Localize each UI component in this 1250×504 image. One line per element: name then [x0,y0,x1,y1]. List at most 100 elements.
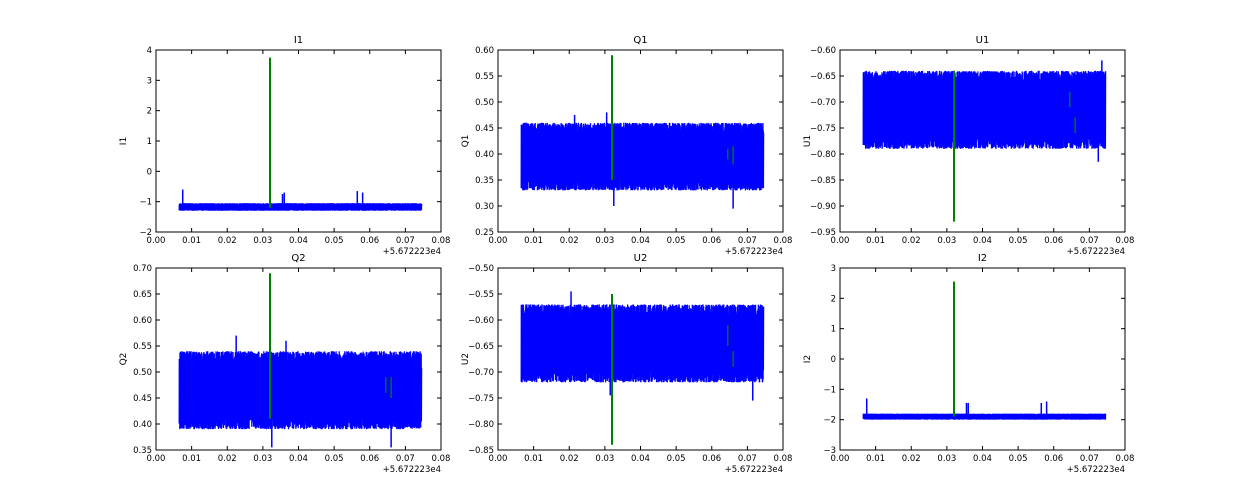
x-tick-label: 0.02 [218,454,237,464]
y-tick-label: 0.45 [133,394,152,404]
plot-area [156,50,441,232]
y-tick-label: −0.75 [810,124,836,134]
y-axis-label: I1 [119,137,129,145]
x-tick-label: 0.06 [1044,454,1063,464]
y-tick-label: −0.85 [810,176,836,186]
y-tick-label: −0.75 [468,394,494,404]
y-tick-label: 0.40 [133,420,152,430]
y-tick-label: −0.50 [468,264,494,274]
signal-band [179,204,422,210]
x-tick-label: 0.01 [866,236,885,246]
x-offset-label: +5.672223e4 [725,247,783,257]
x-tick-label: 0.02 [902,454,921,464]
x-tick-label: 0.08 [432,454,451,464]
y-tick-label: −3 [823,446,836,456]
y-tick-label: −0.65 [810,72,836,82]
y-tick-label: 2 [147,107,152,117]
y-tick-label: 4 [147,46,152,56]
y-tick-label: 0.35 [475,176,494,186]
y-tick-label: −2 [823,416,836,426]
y-tick-label: 0.70 [133,264,152,274]
x-tick-label: 0.08 [1116,454,1135,464]
signal-band [863,80,1106,140]
x-tick-label: 0.01 [182,454,201,464]
y-tick-label: 0.60 [133,316,152,326]
x-tick-label: 0.08 [774,236,793,246]
y-axis-label: I2 [803,355,813,363]
y-tick-label: 0.55 [475,72,494,82]
y-tick-label: −0.65 [468,342,494,352]
x-offset-label: +5.672223e4 [1067,465,1125,475]
y-tick-label: 0.55 [133,342,152,352]
subplot-title: I2 [978,253,987,264]
y-tick-label: 0.65 [133,290,152,300]
y-tick-label: 1 [147,137,152,147]
x-tick-label: 0.00 [831,454,850,464]
subplot-q2: 0.00 0.01 0.02 0.03 0.04 0.05 0.06 0.07 0.08 0.35… [119,253,450,475]
y-tick-label: −0.55 [468,290,494,300]
x-tick-label: 0.05 [325,236,344,246]
x-tick-label: 0.05 [667,236,686,246]
subplot-title: U2 [634,253,648,264]
x-tick-label: 0.08 [432,236,451,246]
y-axis-label: U2 [461,353,471,365]
x-tick-label: 0.04 [631,454,650,464]
x-offset-label: +5.672223e4 [383,465,441,475]
x-tick-label: 0.07 [738,454,757,464]
y-tick-label: 2 [831,294,836,304]
x-tick-label: 0.06 [360,454,379,464]
y-tick-label: −0.70 [468,368,494,378]
x-tick-label: 0.05 [325,454,344,464]
x-tick-label: 0.00 [489,236,508,246]
x-tick-label: 0.04 [973,454,992,464]
x-tick-label: 0.04 [289,454,308,464]
x-tick-label: 0.02 [560,236,579,246]
y-tick-label: 0 [831,355,836,365]
x-offset-label: +5.672223e4 [383,247,441,257]
x-tick-label: 0.03 [253,236,272,246]
y-tick-label: 0.50 [133,368,152,378]
x-tick-label: 0.05 [1009,236,1028,246]
y-axis-label: Q1 [461,135,471,148]
x-offset-label: +5.672223e4 [725,465,783,475]
y-tick-label: −2 [139,228,152,238]
x-tick-label: 0.08 [774,454,793,464]
y-tick-label: 1 [831,325,836,335]
y-tick-label: −0.90 [810,202,836,212]
x-tick-label: 0.03 [937,454,956,464]
x-tick-label: 0.00 [831,236,850,246]
subplot-title: I1 [294,35,303,46]
subplot-title: U1 [976,35,990,46]
x-tick-label: 0.07 [738,236,757,246]
x-tick-label: 0.02 [218,236,237,246]
subplot-i1: 0.00 0.01 0.02 0.03 0.04 0.05 0.06 0.07 0.08 −2 −1… [119,35,450,257]
x-offset-label: +5.672223e4 [1067,247,1125,257]
x-tick-label: 0.03 [595,454,614,464]
x-tick-label: 0.00 [489,454,508,464]
x-tick-label: 0.03 [937,236,956,246]
x-tick-label: 0.04 [973,236,992,246]
x-tick-label: 0.02 [902,236,921,246]
x-tick-label: 0.07 [396,454,415,464]
x-tick-label: 0.06 [702,236,721,246]
x-tick-label: 0.01 [866,454,885,464]
subplot-i2: 0.00 0.01 0.02 0.03 0.04 0.05 0.06 0.07 0.08 −3 −2… [803,253,1134,475]
y-tick-label: 0.60 [475,46,494,56]
y-tick-label: 0.50 [475,98,494,108]
subplot-u1: 0.00 0.01 0.02 0.03 0.04 0.05 0.06 0.07 0.08 −0.9… [803,35,1134,257]
y-tick-label: −0.60 [810,46,836,56]
subplot-title: Q1 [633,35,647,46]
x-tick-label: 0.06 [360,236,379,246]
x-tick-label: 0.02 [560,454,579,464]
y-axis-label: U1 [803,135,813,147]
x-tick-label: 0.05 [667,454,686,464]
y-tick-label: 0 [147,167,152,177]
y-tick-label: 0.30 [475,202,494,212]
y-tick-label: −1 [139,198,152,208]
x-tick-label: 0.07 [1080,236,1099,246]
x-tick-label: 0.00 [147,454,166,464]
y-tick-label: 0.45 [475,124,494,134]
plot-area [840,268,1125,450]
y-tick-label: 0.40 [475,150,494,160]
x-tick-label: 0.06 [702,454,721,464]
